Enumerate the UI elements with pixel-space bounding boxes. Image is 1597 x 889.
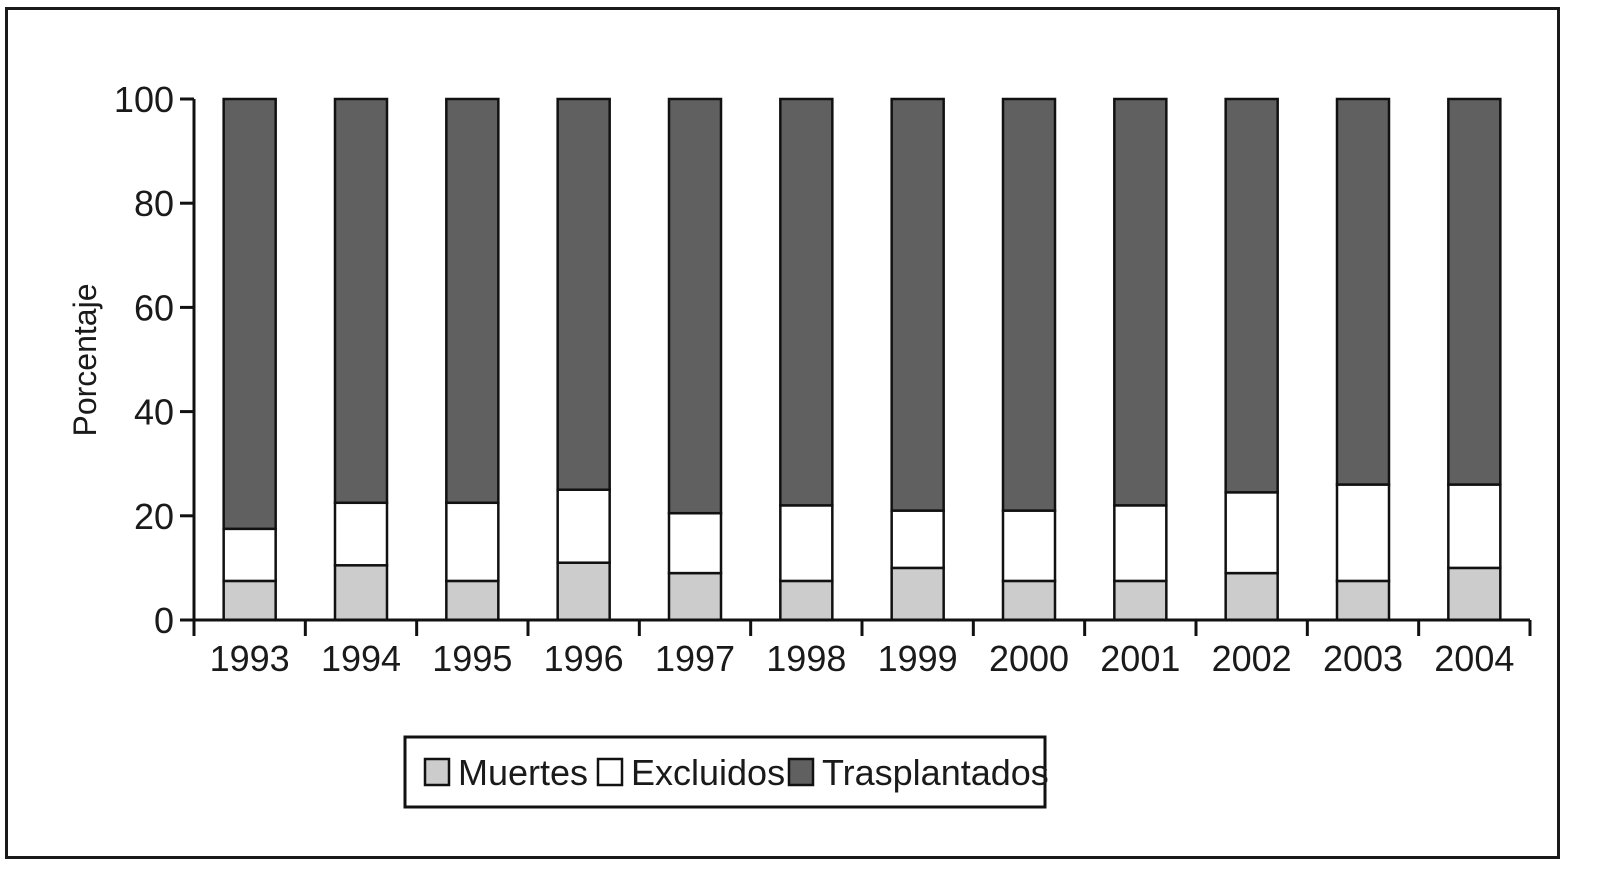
legend-label-muertes: Muertes (458, 752, 588, 793)
bar-excluidos-1995 (445, 501, 500, 583)
bar-muertes-1993 (222, 579, 277, 622)
legend: Muertes Excluidos Trasplantados (403, 735, 1049, 809)
axes-group: 0 20 40 60 80 100 1993 1994 1995 1996 1997 1998 1999… (114, 79, 1532, 679)
bar-excluidos-1997 (667, 511, 723, 575)
bar-muertes-1996 (556, 561, 611, 622)
x-tick-label-2001: 2001 (1100, 638, 1180, 679)
legend-swatch-muertes (423, 757, 451, 787)
bars-group (222, 97, 1502, 622)
bar-trasplantados-1996 (556, 97, 611, 491)
bar-excluidos-2000 (1001, 509, 1057, 583)
bar-excluidos-2001 (1113, 504, 1168, 583)
bar-trasplantados-1999 (890, 97, 945, 512)
bar-muertes-1999 (890, 566, 945, 622)
bar-trasplantados-1997 (667, 97, 723, 515)
bar-muertes-2002 (1224, 571, 1279, 622)
bar-excluidos-1996 (556, 488, 611, 564)
legend-label-excluidos: Excluidos (631, 752, 785, 793)
bar-excluidos-2002 (1224, 491, 1279, 575)
bar-muertes-1995 (445, 579, 500, 622)
x-tick-label-1995: 1995 (432, 638, 512, 679)
bar-excluidos-1994 (333, 501, 389, 567)
bar-excluidos-1999 (890, 509, 945, 570)
x-tick-label-1994: 1994 (321, 638, 401, 679)
bar-excluidos-2004 (1447, 483, 1502, 570)
x-tick-label-2004: 2004 (1434, 638, 1514, 679)
bar-excluidos-2003 (1335, 483, 1391, 583)
x-tick-label-1999: 1999 (878, 638, 958, 679)
bar-muertes-2001 (1113, 579, 1168, 622)
x-tick-label-2002: 2002 (1212, 638, 1292, 679)
x-tick-label-1997: 1997 (655, 638, 735, 679)
bar-muertes-2004 (1447, 566, 1502, 622)
legend-swatch-trasplantados (787, 757, 815, 787)
bar-trasplantados-1998 (779, 97, 834, 507)
bar-muertes-2000 (1001, 579, 1057, 622)
bar-trasplantados-2000 (1001, 97, 1057, 512)
bar-trasplantados-1993 (222, 97, 277, 531)
bar-excluidos-1998 (779, 504, 834, 583)
x-tick-label-2003: 2003 (1323, 638, 1403, 679)
bar-trasplantados-1995 (445, 97, 500, 505)
y-tick-label-40: 40 (134, 392, 174, 433)
y-tick-label-60: 60 (134, 287, 174, 328)
bar-muertes-2003 (1335, 579, 1391, 622)
bar-muertes-1998 (779, 579, 834, 622)
bar-trasplantados-2003 (1335, 97, 1391, 486)
bar-muertes-1997 (667, 571, 723, 622)
bar-trasplantados-2001 (1113, 97, 1168, 507)
bar-trasplantados-2002 (1224, 97, 1279, 494)
x-tick-label-1993: 1993 (210, 638, 290, 679)
y-tick-label-80: 80 (134, 183, 174, 224)
y-axis-label: Porcentaje (67, 284, 103, 437)
bar-muertes-1994 (333, 564, 389, 622)
bar-excluidos-1993 (222, 527, 277, 583)
bar-trasplantados-1994 (333, 97, 389, 505)
bar-trasplantados-2004 (1447, 97, 1502, 486)
y-tick-label-20: 20 (134, 496, 174, 537)
legend-box (403, 735, 1047, 809)
legend-label-trasplantados: Trasplantados (822, 752, 1049, 793)
x-tick-label-1996: 1996 (544, 638, 624, 679)
x-tick-label-1998: 1998 (766, 638, 846, 679)
y-tick-label-100: 100 (114, 79, 174, 120)
x-tick-label-2000: 2000 (989, 638, 1069, 679)
legend-swatch-excluidos (596, 757, 624, 787)
y-tick-label-0: 0 (154, 600, 174, 641)
